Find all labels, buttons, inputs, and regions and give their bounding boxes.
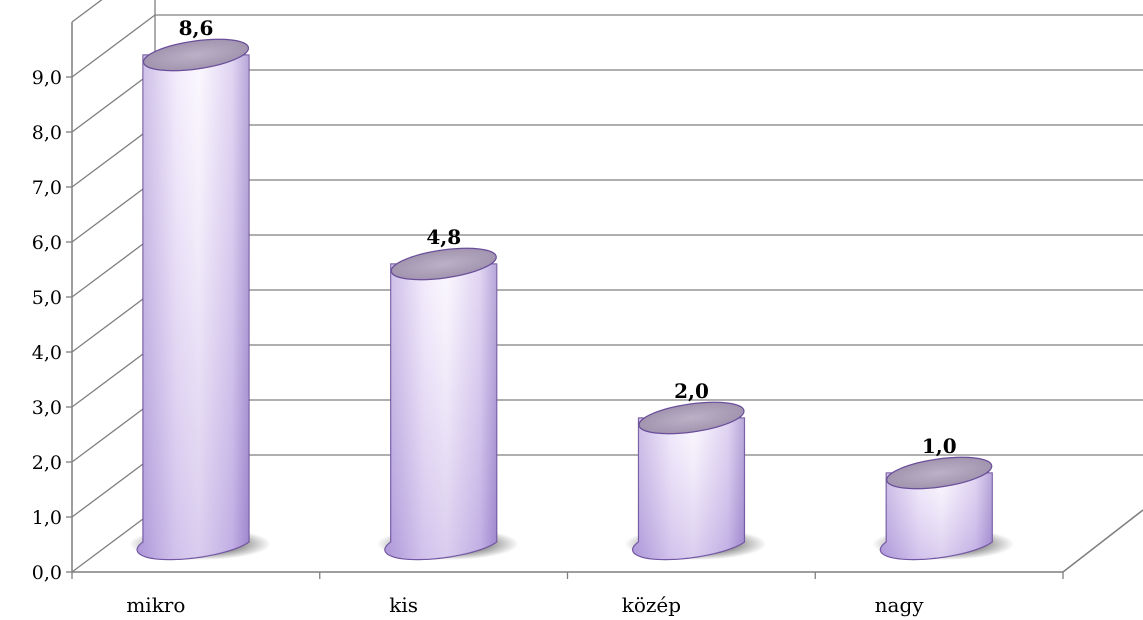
bar-body-shade	[384, 264, 497, 560]
gridline-side	[71, 289, 156, 353]
y-tick-label: 9,0	[32, 67, 62, 89]
y-tick-label: 6,0	[32, 232, 62, 254]
labels: 0,0 1,0 2,0 3,0 4,0 5,0 6,0 7,0 8,0 9,0 8,6 mikro 4,…	[32, 16, 957, 617]
y-tick-label: 4,0	[32, 342, 62, 364]
gridline-side	[71, 399, 156, 463]
gridline-side	[71, 69, 156, 133]
bar-nagy	[872, 456, 1015, 561]
y-tick-label: 8,0	[32, 122, 62, 144]
data-label: 1,0	[922, 434, 957, 458]
data-label: 4,8	[426, 225, 461, 249]
bar-body-shade	[632, 418, 745, 560]
gridline-side	[71, 234, 156, 298]
bar-body-shade	[880, 473, 993, 560]
gridline-side	[71, 454, 156, 518]
x-category-label: közép	[622, 593, 681, 617]
gridlines	[71, 0, 1143, 573]
floor-right-edge	[1062, 509, 1143, 573]
y-tick-label: 7,0	[32, 177, 62, 199]
gridline-side	[71, 124, 156, 188]
gridline-side	[71, 179, 156, 243]
x-category-label: nagy	[875, 593, 925, 617]
x-category-label: kis	[389, 593, 418, 617]
y-tick-label: 2,0	[32, 452, 62, 474]
y-tick-label: 0,0	[32, 562, 62, 584]
gridline-side	[71, 344, 156, 408]
gridline-side	[71, 14, 156, 78]
bar-közép	[624, 401, 767, 561]
x-category-label: mikro	[126, 593, 185, 617]
bars	[128, 38, 1015, 561]
bar-top	[390, 247, 497, 281]
bar-top	[142, 38, 250, 72]
y-tick-label: 5,0	[32, 287, 62, 309]
bar-top	[886, 456, 993, 490]
bar-body-shade	[137, 55, 249, 560]
gridline-side	[71, 509, 156, 573]
bar-top	[638, 401, 745, 435]
gridline-side-top	[71, 0, 103, 23]
y-tick-label: 1,0	[32, 507, 62, 529]
data-label: 2,0	[674, 379, 709, 403]
bar-mikro	[128, 38, 271, 561]
data-label: 8,6	[179, 16, 214, 40]
bar-kis	[376, 247, 519, 561]
y-tick-label: 3,0	[32, 397, 62, 419]
